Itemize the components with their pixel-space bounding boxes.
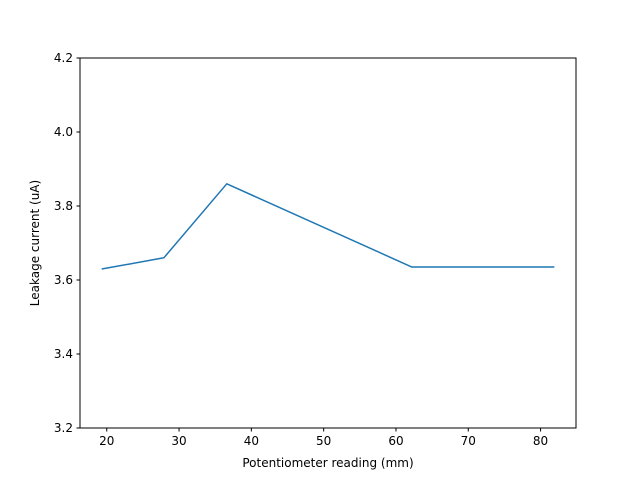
x-axis-label: Potentiometer reading (mm)	[242, 456, 413, 470]
x-tick-label: 30	[171, 434, 186, 448]
ticks-layer: 20 30 40 50 60 70 80 3.2 3.4 3.6 3.8 4.0 4.2	[54, 51, 548, 448]
x-tick-label: 50	[316, 434, 331, 448]
series-line	[101, 183, 555, 270]
y-axis-label: Leakage current (uA)	[28, 180, 42, 306]
x-tick-label: 80	[533, 434, 548, 448]
y-tick-label: 4.2	[54, 51, 73, 65]
y-tick-label: 4.0	[54, 125, 73, 139]
x-tick-label: 40	[244, 434, 259, 448]
x-tick-label: 20	[99, 434, 114, 448]
x-tick-label: 70	[461, 434, 476, 448]
series-layer	[101, 183, 555, 270]
y-tick-label: 3.4	[54, 347, 73, 361]
plot-frame	[79, 57, 577, 429]
y-tick-label: 3.6	[54, 273, 73, 287]
y-tick-label: 3.2	[54, 421, 73, 435]
y-tick-label: 3.8	[54, 199, 73, 213]
x-tick-label: 60	[388, 434, 403, 448]
